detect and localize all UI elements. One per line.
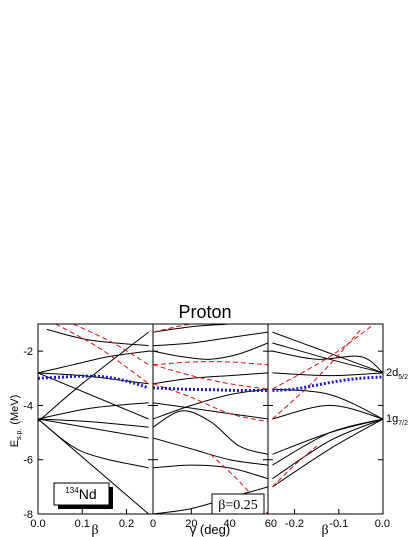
beta-value-box: β=0.25 [211,493,265,515]
level-line-solid-gamma-3 [153,410,268,455]
level-line-solid-beta_neg-7 [272,342,383,374]
y-tick-label-1: -4 [23,400,33,412]
level-line-solid-beta-5 [38,372,149,420]
orbital-2d-main: 2d [386,367,398,379]
level-line-dashed-beta_neg-11 [272,324,375,390]
x-tick-label-beta_neg-0: -0.2 [285,518,304,530]
level-line-solid-beta_neg-0 [272,418,383,488]
level-line-solid-beta_neg-1 [272,418,383,480]
fermi-level-line-beta_neg-13 [272,375,383,392]
nucleus-symbol: Nd [79,486,97,502]
orbital-1g-main: 1g [386,413,398,425]
panel-gamma: 0 20 40 60 γ (deg) [150,324,277,537]
chart-title: Proton [178,302,231,322]
level-line-dashed-gamma-12 [153,361,268,366]
x-tick-label-gamma-2: 40 [224,518,236,530]
level-line-solid-gamma-6 [153,372,268,385]
level-line-solid-beta-8 [38,331,149,423]
fermi-level-line-gamma-15 [153,386,268,393]
orbital-label-1g: 1g7/2 [386,413,408,427]
y-axis-label: Es.p. (MeV) [9,395,23,448]
y-tick-label-2: -6 [23,455,33,467]
level-line-solid-gamma-8 [153,331,268,347]
level-line-solid-beta-9 [46,328,149,347]
level-line-solid-beta-2 [38,418,149,439]
orbital-1g-sub: 7/2 [398,420,408,427]
y-axis-label-main: E [9,440,21,447]
level-line-solid-beta-3 [38,418,149,428]
level-line-dashed-beta_neg-10 [272,329,362,420]
x-axis-label-beta-negative: β [321,523,328,537]
fermi-level-line-beta-13 [38,374,150,390]
level-line-solid-beta-4 [38,402,149,420]
level-line-dashed-beta-12 [73,324,149,366]
x-axis-label-beta: β [91,523,98,537]
x-tick-label-beta-2: 0.2 [119,518,134,530]
level-line-dashed-gamma-11 [153,364,268,390]
x-tick-label-beta-0: 0.0 [30,518,45,530]
x-axis-label-gamma: γ (deg) [190,522,230,537]
svg-text:Es.p.(MeV): Es.p. (MeV) [9,395,23,448]
nucleus-label-box: 134Nd [53,482,113,509]
level-line-solid-beta-6 [38,372,149,385]
level-line-solid-beta_neg-3 [272,418,383,455]
orbital-label-2d: 2d5/2 [386,367,408,381]
level-line-solid-gamma-0 [153,486,268,514]
orbital-2d-sub: 5/2 [398,374,408,381]
x-tick-label-beta_neg-1: -0.1 [329,518,348,530]
level-line-solid-gamma-1 [153,464,268,480]
x-tick-label-gamma-1: 20 [185,518,197,530]
level-line-solid-gamma-2 [153,437,268,466]
y-tick-label-3: -8 [23,509,33,521]
x-tick-label-beta_neg-2: 0.0 [375,518,390,530]
level-line-solid-gamma-4 [153,402,268,420]
level-line-solid-gamma-9 [153,324,237,333]
level-line-solid-beta_neg-9 [272,350,383,374]
y-axis-label-sub: s.p. [16,429,23,440]
level-line-solid-beta-1 [38,418,149,469]
x-tick-label-gamma-0: 0 [150,518,156,530]
panel-frames [37,323,384,515]
level-line-dashed-gamma-13 [153,324,196,333]
beta-value-label: β=0.25 [218,498,258,513]
level-line-solid-beta_neg-6 [272,372,383,377]
y-tick-label-0: -2 [23,346,33,358]
level-line-dashed-beta-11 [55,324,149,385]
level-line-solid-gamma-5 [153,388,268,420]
panel-beta-negative: -0.2 -0.1 0.0 β [272,324,390,537]
level-line-solid-beta_neg-4 [272,404,383,420]
svg-text:134Nd: 134Nd [65,486,96,502]
plot-frame [37,323,384,515]
nucleus-mass-number: 134 [65,486,79,495]
level-line-solid-gamma-7 [153,342,268,360]
x-tick-label-gamma-3: 60 [265,518,277,530]
y-axis-label-unit: (MeV) [9,395,21,425]
level-line-solid-beta-10 [82,324,89,325]
x-tick-label-beta-1: 0.1 [75,518,90,530]
